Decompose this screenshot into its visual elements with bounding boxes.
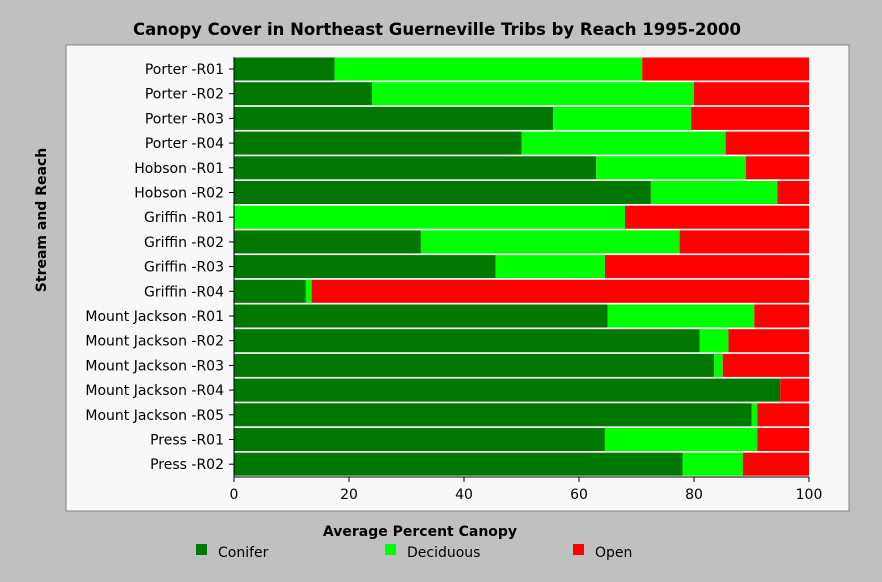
y-tick-label: Press -R02 bbox=[150, 457, 224, 473]
y-axis-title: Stream and Reach bbox=[34, 148, 50, 292]
legend-swatch-deciduous bbox=[385, 544, 396, 555]
bar-conifer-3 bbox=[234, 131, 522, 155]
bar-open-2 bbox=[691, 106, 809, 130]
bar-deciduous-4 bbox=[596, 156, 746, 180]
bar-deciduous-3 bbox=[521, 131, 726, 155]
bar-open-12 bbox=[722, 353, 809, 377]
bar-deciduous-8 bbox=[495, 255, 605, 279]
x-axis-title: Average Percent Canopy bbox=[323, 524, 517, 540]
bar-deciduous-2 bbox=[553, 106, 692, 130]
bar-open-8 bbox=[604, 255, 809, 279]
bar-conifer-1 bbox=[234, 82, 372, 106]
x-tick-label: 20 bbox=[340, 487, 358, 503]
bar-deciduous-7 bbox=[420, 230, 680, 254]
x-tick-label: 100 bbox=[796, 487, 823, 503]
bar-open-3 bbox=[725, 131, 809, 155]
x-tick-label: 60 bbox=[570, 487, 588, 503]
bar-conifer-14 bbox=[234, 403, 752, 427]
y-tick-label: Griffin -R01 bbox=[144, 210, 224, 226]
legend-swatch-conifer bbox=[196, 544, 207, 555]
y-tick-label: Griffin -R03 bbox=[144, 260, 224, 276]
y-tick-label: Mount Jackson -R05 bbox=[85, 408, 224, 424]
bar-open-13 bbox=[780, 378, 809, 402]
y-tick-label: Hobson -R02 bbox=[134, 186, 224, 202]
y-tick-label: Mount Jackson -R02 bbox=[85, 334, 224, 350]
bar-conifer-4 bbox=[234, 156, 597, 180]
x-tick-label: 40 bbox=[455, 487, 473, 503]
bar-conifer-0 bbox=[234, 57, 335, 81]
bar-open-15 bbox=[757, 428, 809, 451]
bar-conifer-12 bbox=[234, 353, 715, 377]
x-tick-label: 80 bbox=[685, 487, 703, 503]
y-tick-label: Mount Jackson -R04 bbox=[85, 383, 224, 399]
bar-open-16 bbox=[742, 452, 809, 476]
y-tick-label: Porter -R04 bbox=[145, 136, 224, 152]
bar-conifer-8 bbox=[234, 255, 496, 279]
bar-conifer-11 bbox=[234, 329, 700, 353]
bar-open-0 bbox=[642, 57, 809, 81]
bar-deciduous-1 bbox=[372, 82, 694, 106]
legend-swatch-open bbox=[573, 544, 584, 555]
y-tick-label: Hobson -R01 bbox=[134, 161, 224, 177]
bar-conifer-16 bbox=[234, 452, 683, 476]
y-tick-label: Griffin -R02 bbox=[144, 235, 224, 251]
bar-conifer-2 bbox=[234, 106, 554, 130]
bar-deciduous-11 bbox=[699, 329, 729, 353]
bar-deciduous-14 bbox=[751, 403, 758, 427]
legend-label-deciduous: Deciduous bbox=[407, 545, 480, 561]
y-tick-label: Griffin -R04 bbox=[144, 284, 224, 300]
bar-conifer-9 bbox=[234, 279, 306, 303]
bar-deciduous-16 bbox=[682, 452, 743, 476]
bar-open-1 bbox=[694, 82, 809, 106]
bar-open-9 bbox=[311, 279, 809, 303]
bar-open-7 bbox=[679, 230, 809, 254]
y-tick-label: Press -R01 bbox=[150, 433, 224, 449]
bar-deciduous-15 bbox=[604, 428, 758, 451]
x-tick-label: 0 bbox=[230, 487, 239, 503]
bar-deciduous-5 bbox=[650, 181, 778, 204]
bar-open-6 bbox=[625, 205, 809, 229]
y-tick-label: Porter -R01 bbox=[145, 62, 224, 78]
y-tick-label: Mount Jackson -R01 bbox=[85, 309, 224, 325]
chart-title: Canopy Cover in Northeast Guerneville Tr… bbox=[133, 20, 741, 39]
y-tick-label: Porter -R03 bbox=[145, 111, 224, 127]
legend-label-conifer: Conifer bbox=[218, 545, 269, 561]
y-tick-labels: Porter -R01 Porter -R02 Porter -R03 Porter … bbox=[85, 57, 235, 477]
bars-group bbox=[234, 57, 809, 476]
legend-label-open: Open bbox=[595, 545, 632, 561]
bar-conifer-13 bbox=[234, 378, 781, 402]
y-tick-label: Mount Jackson -R03 bbox=[85, 358, 224, 374]
bar-open-5 bbox=[777, 181, 809, 204]
bar-conifer-15 bbox=[234, 428, 605, 451]
legend: Conifer Deciduous Open bbox=[196, 544, 632, 561]
bar-conifer-5 bbox=[234, 181, 651, 204]
bar-open-4 bbox=[745, 156, 809, 180]
bar-deciduous-12 bbox=[714, 353, 723, 377]
bar-conifer-10 bbox=[234, 304, 608, 328]
bar-open-14 bbox=[757, 403, 809, 427]
bar-deciduous-10 bbox=[607, 304, 755, 328]
bar-conifer-7 bbox=[234, 230, 421, 254]
x-axis: 0 20 40 60 80 100 bbox=[230, 476, 823, 503]
bar-open-11 bbox=[728, 329, 809, 353]
y-tick-label: Porter -R02 bbox=[145, 87, 224, 103]
bar-open-10 bbox=[754, 304, 809, 328]
bar-deciduous-0 bbox=[334, 57, 643, 81]
bar-deciduous-9 bbox=[305, 279, 312, 303]
bar-deciduous-6 bbox=[234, 205, 625, 229]
